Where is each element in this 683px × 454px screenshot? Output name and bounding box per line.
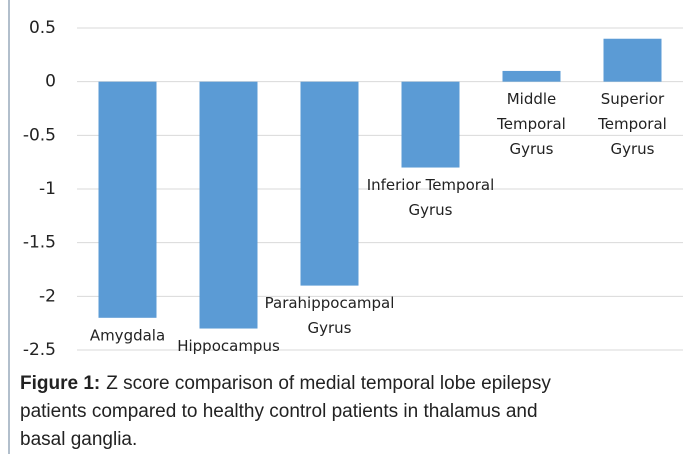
- bar: [603, 38, 662, 82]
- x-tick-label: Superior: [601, 90, 665, 108]
- bar: [199, 81, 258, 329]
- y-tick-label: -1: [39, 179, 56, 199]
- x-tick-label: Middle: [507, 90, 557, 108]
- x-tick-label: Temporal: [597, 115, 667, 133]
- y-tick-label: -2: [39, 286, 56, 306]
- x-tick-label: Gyrus: [510, 140, 554, 158]
- bar: [502, 70, 561, 82]
- x-tick-label: Hippocampus: [177, 337, 280, 355]
- bar: [300, 81, 359, 286]
- y-tick-label: -2.5: [23, 340, 56, 360]
- caption-line: basal ganglia.: [20, 429, 137, 450]
- bar: [98, 81, 157, 318]
- x-tick-label: Gyrus: [308, 319, 352, 337]
- caption-line: Z score comparison of medial temporal lo…: [106, 373, 551, 394]
- x-tick-label: Amygdala: [90, 326, 165, 344]
- caption-line: patients compared to healthy control pat…: [20, 401, 538, 422]
- y-tick-label: -0.5: [23, 125, 56, 145]
- caption: Figure 1: Z score comparison of medial te…: [20, 373, 551, 394]
- caption-label: Figure 1:: [20, 373, 100, 394]
- x-tick-label: Inferior Temporal: [367, 176, 495, 194]
- y-tick-label: 0: [45, 72, 56, 92]
- x-tick-label: Gyrus: [611, 140, 655, 158]
- x-tick-label: Gyrus: [409, 201, 453, 219]
- x-tick-label: Temporal: [496, 115, 566, 133]
- x-tick-label: Parahippocampal: [265, 294, 395, 312]
- y-tick-label: -1.5: [23, 233, 56, 253]
- y-tick-label: 0.5: [29, 18, 56, 38]
- bar: [401, 81, 460, 168]
